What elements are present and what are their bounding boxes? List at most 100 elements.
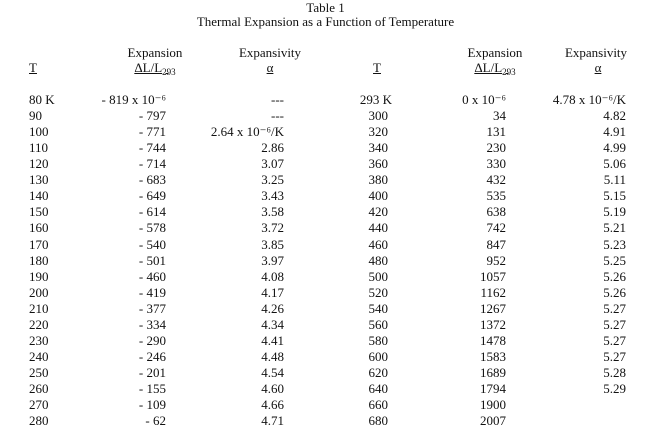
header-expansion-right: Expansion bbox=[467, 45, 523, 60]
left-temperature-cell: 110 bbox=[29, 140, 49, 156]
right-temperature-cell: 680 bbox=[368, 413, 389, 428]
right-temperature-cell: 600 bbox=[368, 348, 389, 364]
left-temperature-cell: 250 bbox=[29, 364, 49, 380]
left-expansivity-cell: 2.86 bbox=[261, 140, 284, 156]
left-expansion-cell: - 460 bbox=[138, 268, 166, 284]
left-temperature-cell: 80 K bbox=[29, 92, 55, 107]
right-expansivity-cell: 5.26 bbox=[603, 284, 626, 300]
left-expansion-cell: - 649 bbox=[138, 188, 166, 204]
left-temperature-cell: 120 bbox=[29, 156, 49, 172]
right-expansivity-cell: 4.82 bbox=[603, 108, 626, 123]
right-expansivity-cell: 5.25 bbox=[603, 252, 626, 268]
right-temperature-cell: 420 bbox=[368, 204, 389, 220]
right-temperature-cell: 480 bbox=[368, 252, 389, 268]
header-dl-sub: 293 bbox=[162, 67, 176, 77]
right-expansion-cell: 330 bbox=[486, 156, 507, 172]
left-expansivity-cell: --- bbox=[271, 92, 284, 107]
header-dl-sub: 293 bbox=[502, 67, 516, 77]
left-expansivity-cell: 4.34 bbox=[261, 316, 284, 332]
header-dl-text: ΔL/L bbox=[474, 60, 503, 75]
left-expansivity-cell: 3.07 bbox=[261, 156, 284, 172]
header-alpha-left: α bbox=[250, 61, 290, 75]
left-temperature-cell: 200 bbox=[29, 284, 49, 300]
right-temperature-cell: 380 bbox=[368, 172, 389, 188]
left-expansivity-cell: 4.71 bbox=[261, 413, 284, 428]
right-temperature-cell: 360 bbox=[368, 156, 389, 172]
left-expansion-cell: - 501 bbox=[138, 252, 166, 268]
left-expansion-cell: - 771 bbox=[138, 124, 166, 140]
left-expansivity-cell: 4.08 bbox=[261, 268, 284, 284]
right-temperature-cell: 440 bbox=[368, 220, 389, 236]
left-expansion-cell: - 377 bbox=[138, 300, 166, 316]
right-expansivity-cell: 5.26 bbox=[603, 268, 626, 284]
left-expansion-cell: - 578 bbox=[138, 220, 166, 236]
header-alpha-right: α bbox=[578, 61, 618, 75]
right-temperature-cell: 320 bbox=[368, 124, 389, 140]
right-temperature-cell: 620 bbox=[368, 364, 389, 380]
left-temperature-cell: 270 bbox=[29, 396, 49, 412]
right-expansivity-cell: 5.06 bbox=[603, 156, 626, 172]
right-expansion-cell: 1162 bbox=[480, 284, 506, 300]
right-expansivity-cell: 5.19 bbox=[603, 204, 626, 220]
right-temperature-cell: 640 bbox=[368, 380, 389, 396]
right-temperature-cell: 520 bbox=[368, 284, 389, 300]
right-expansivity-cell: 5.27 bbox=[603, 348, 626, 364]
right-expansivity-cell: 5.29 bbox=[603, 380, 626, 396]
header-t-text: T bbox=[373, 60, 381, 75]
left-temperature-cell: 190 bbox=[29, 268, 49, 284]
left-temperature-cell: 230 bbox=[29, 332, 49, 348]
right-expansion-cell: 742 bbox=[486, 220, 507, 236]
right-expansion-cell: 2007 bbox=[480, 413, 506, 428]
right-temperature-cell: 560 bbox=[368, 316, 389, 332]
right-expansion-cell: 1372 bbox=[480, 316, 506, 332]
left-temperature-cell: 100 bbox=[29, 124, 49, 140]
header-expansion-left: Expansion bbox=[127, 45, 183, 60]
left-expansion-cell: - 155 bbox=[138, 380, 166, 396]
right-expansivity-cell: 5.27 bbox=[603, 316, 626, 332]
right-temperature-cell: 460 bbox=[368, 236, 389, 252]
left-expansion-cell: - 797 bbox=[138, 108, 166, 123]
left-expansion-cell: - 290 bbox=[138, 332, 166, 348]
right-expansion-cell: 0 x 10⁻⁶ bbox=[462, 92, 506, 107]
header-alpha-text: α bbox=[266, 60, 274, 75]
left-expansion-cell: - 683 bbox=[138, 172, 166, 188]
left-temperature-cell: 240 bbox=[29, 348, 49, 364]
right-temperature-cell: 580 bbox=[368, 332, 389, 348]
header-t-text: T bbox=[29, 60, 37, 75]
right-expansion-cell: 535 bbox=[486, 188, 507, 204]
left-temperature-cell: 210 bbox=[29, 300, 49, 316]
header-dl-right: ΔL/L293 bbox=[455, 60, 535, 77]
left-expansivity-cell: 3.72 bbox=[261, 220, 284, 236]
header-t-right: T bbox=[362, 61, 392, 75]
left-temperature-cell: 130 bbox=[29, 172, 49, 188]
header-dl-left: ΔL/L293 bbox=[115, 61, 195, 77]
left-temperature-cell: 160 bbox=[29, 220, 49, 236]
right-expansion-cell: 1478 bbox=[480, 332, 506, 348]
right-temperature-cell: 293 K bbox=[359, 92, 392, 107]
table-subtitle: Thermal Expansion as a Function of Tempe… bbox=[196, 14, 455, 29]
header-alpha-text: α bbox=[594, 60, 602, 75]
left-expansivity-cell: 4.48 bbox=[261, 348, 284, 364]
left-temperature-cell: 140 bbox=[29, 188, 49, 204]
left-expansivity-cell: 4.26 bbox=[261, 300, 284, 316]
left-expansion-cell: - 614 bbox=[138, 204, 166, 220]
left-temperature-cell: 150 bbox=[29, 204, 49, 220]
right-expansivity-cell: 4.78 x 10⁻⁶/K bbox=[552, 92, 626, 107]
left-temperature-cell: 280 bbox=[29, 413, 49, 428]
right-expansivity-cell: 5.23 bbox=[603, 236, 626, 252]
header-t-left: T bbox=[18, 61, 48, 75]
right-expansion-cell: 34 bbox=[493, 108, 506, 123]
left-temperature-cell: 180 bbox=[29, 252, 49, 268]
right-expansion-cell: 1900 bbox=[480, 396, 506, 412]
left-expansion-cell: - 540 bbox=[138, 236, 166, 252]
left-expansion-cell: - 201 bbox=[138, 364, 166, 380]
right-expansivity-cell: 5.21 bbox=[603, 220, 626, 236]
left-expansion-cell: - 62 bbox=[145, 413, 166, 428]
right-expansivity-cell: 5.11 bbox=[603, 172, 626, 188]
left-expansion-cell: - 419 bbox=[138, 284, 166, 300]
left-expansivity-cell: 4.66 bbox=[261, 396, 284, 412]
right-expansion-cell: 1794 bbox=[480, 380, 506, 396]
right-expansion-cell: 1057 bbox=[480, 268, 506, 284]
right-expansion-cell: 432 bbox=[486, 172, 507, 188]
